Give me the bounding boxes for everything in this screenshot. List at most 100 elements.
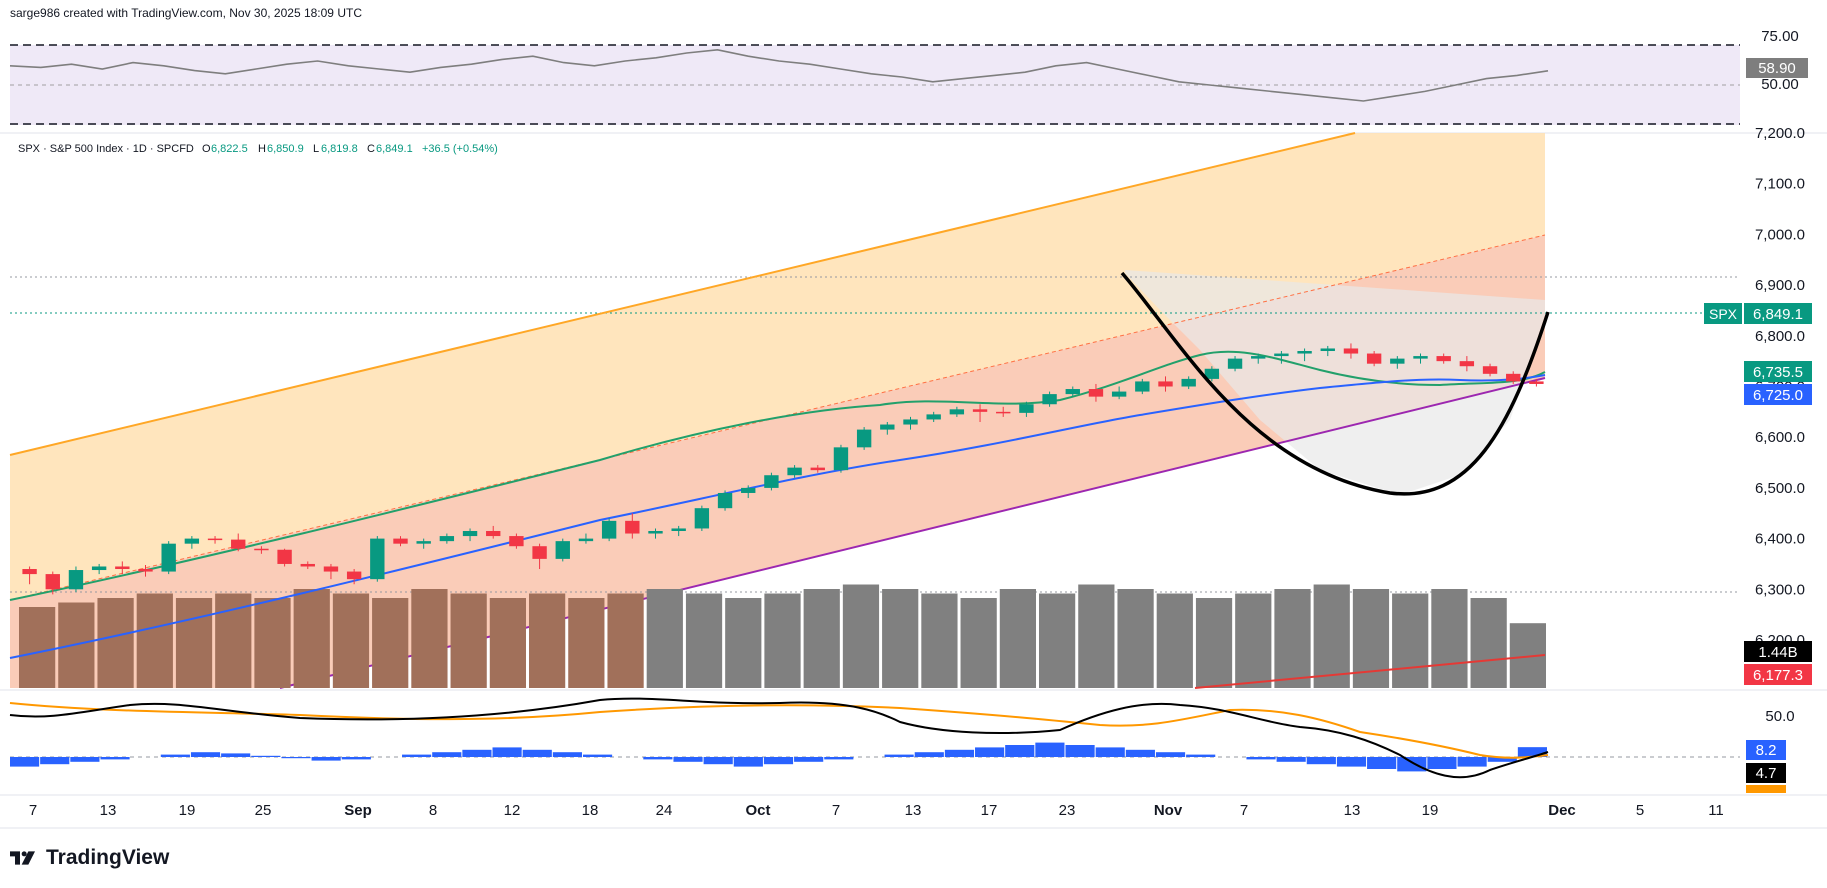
macd-hist-bar xyxy=(40,757,70,765)
macd-hist-bar xyxy=(1427,757,1457,769)
macd-hist-bar xyxy=(944,749,975,757)
candle-body xyxy=(231,539,246,549)
candle-body xyxy=(671,528,686,531)
candle-body xyxy=(601,520,617,539)
candle-body xyxy=(509,536,524,547)
rsi-value-label: 58.90 xyxy=(1758,60,1796,77)
candle-body xyxy=(1251,356,1266,359)
macd-hist-bar xyxy=(914,752,944,757)
volume-bar xyxy=(646,589,683,688)
candle-body xyxy=(1482,366,1498,374)
candle-body xyxy=(1506,373,1521,382)
volume-bar xyxy=(332,593,370,688)
candle-body xyxy=(1158,381,1173,387)
price-axis-tick: 6,500.0 xyxy=(1755,480,1805,497)
macd-hist-bar xyxy=(824,757,854,760)
volume-bar xyxy=(1470,598,1507,688)
volume-bar xyxy=(19,607,56,688)
cup-fill xyxy=(1125,270,1545,495)
candle-body xyxy=(1065,389,1080,395)
macd-hist-bar xyxy=(1095,747,1125,757)
candle-body xyxy=(1459,361,1475,367)
rsi-line xyxy=(9,48,1549,102)
macd-hist-bar xyxy=(673,757,703,762)
macd-pane[interactable]: 50.0 8.2 4.7 xyxy=(9,697,1795,793)
rsi-value-badge xyxy=(1746,58,1808,78)
candle-body xyxy=(486,530,501,537)
ema-slow-label: 6,725.0 xyxy=(1753,387,1803,404)
ohlc-legend: SPX · S&P 500 Index · 1D · SPCFD O 6,822… xyxy=(18,143,498,155)
price-axis-tick: 6,600.0 xyxy=(1755,429,1805,446)
candle-body xyxy=(1366,353,1382,364)
legend-o-label: O xyxy=(202,143,211,155)
candle-body xyxy=(439,536,455,542)
macd-hist-bar xyxy=(160,754,190,757)
volume-bar xyxy=(254,598,291,688)
legend-l: 6,819.8 xyxy=(321,143,358,155)
macd-hist-bar xyxy=(1517,747,1547,757)
candle-body xyxy=(416,541,431,544)
candle-body xyxy=(926,414,941,420)
candle-body xyxy=(1436,356,1451,362)
candle-body xyxy=(1297,351,1312,354)
legend-o: 6,822.5 xyxy=(211,143,248,155)
macd-signal-line xyxy=(9,702,1549,759)
legend-h: 6,850.9 xyxy=(267,143,304,155)
candle-body xyxy=(277,549,292,564)
time-axis-tick: 13 xyxy=(100,802,117,819)
volume-bar xyxy=(1392,593,1429,688)
time-axis-tick: 25 xyxy=(255,802,272,819)
price-axis-tick: 7,100.0 xyxy=(1755,176,1805,193)
rsi-axis-tick-75: 75.00 xyxy=(1761,28,1799,45)
candle-body xyxy=(555,541,570,559)
macd-hist-bar xyxy=(402,754,432,757)
candle-body xyxy=(1413,356,1428,359)
candle-body xyxy=(532,546,547,559)
candle-body xyxy=(996,411,1011,414)
time-axis[interactable]: 7 13 19 25 Sep 8 12 18 24 Oct 7 13 17 23 Nov 7 13 19 Dec 5 1… xyxy=(29,802,1724,819)
last-price-label: 6,849.1 xyxy=(1753,306,1803,323)
candle-body xyxy=(1019,404,1034,413)
candle-body xyxy=(370,538,385,580)
macd-hist-bar xyxy=(1186,754,1216,757)
candles xyxy=(22,343,1544,595)
price-axis-tick: 7,200.0 xyxy=(1755,125,1805,142)
time-axis-tick: 5 xyxy=(1636,802,1644,819)
candle-body xyxy=(1111,391,1127,397)
candle-body xyxy=(694,508,710,529)
candle-body xyxy=(161,543,176,572)
candle-body xyxy=(1135,381,1150,392)
price-pane[interactable]: SPX · S&P 500 Index · 1D · SPCFD O 6,822… xyxy=(9,125,1812,689)
macd-hist-bar xyxy=(311,757,341,761)
time-axis-tick: 18 xyxy=(582,802,599,819)
tradingview-logo[interactable]: TradingView xyxy=(10,846,169,870)
macd-hist-bar xyxy=(582,754,613,757)
candle-body xyxy=(1320,348,1335,352)
candle-body xyxy=(346,571,362,580)
macd-hist-bar xyxy=(70,757,100,762)
volume-bar xyxy=(175,598,213,688)
volume-bar xyxy=(1039,593,1076,688)
macd-hist-bar xyxy=(251,755,281,757)
rsi-pane[interactable]: 75.00 50.00 58.90 xyxy=(9,28,1808,125)
time-axis-tick: 19 xyxy=(179,802,196,819)
channel-upper-fill xyxy=(10,133,1545,600)
time-axis-tick: 19 xyxy=(1422,802,1439,819)
volume-bar xyxy=(1078,584,1115,688)
macd-hist-bar xyxy=(1276,757,1306,762)
tradingview-logo-icon xyxy=(10,851,35,865)
time-axis-tick: 11 xyxy=(1708,802,1724,819)
volume-bar xyxy=(921,593,958,688)
volume-bar xyxy=(568,598,605,688)
candle-body xyxy=(1181,378,1196,387)
macd-histogram xyxy=(10,742,1547,772)
volume-bar xyxy=(764,593,801,688)
candle-body xyxy=(856,429,872,448)
macd-hist-bar xyxy=(794,757,824,762)
candle-body xyxy=(949,409,965,415)
volume-bar xyxy=(685,593,723,688)
time-axis-tick: 13 xyxy=(1344,802,1361,819)
macd-hist-bar xyxy=(492,747,522,757)
macd-hist-bar xyxy=(1367,757,1397,769)
